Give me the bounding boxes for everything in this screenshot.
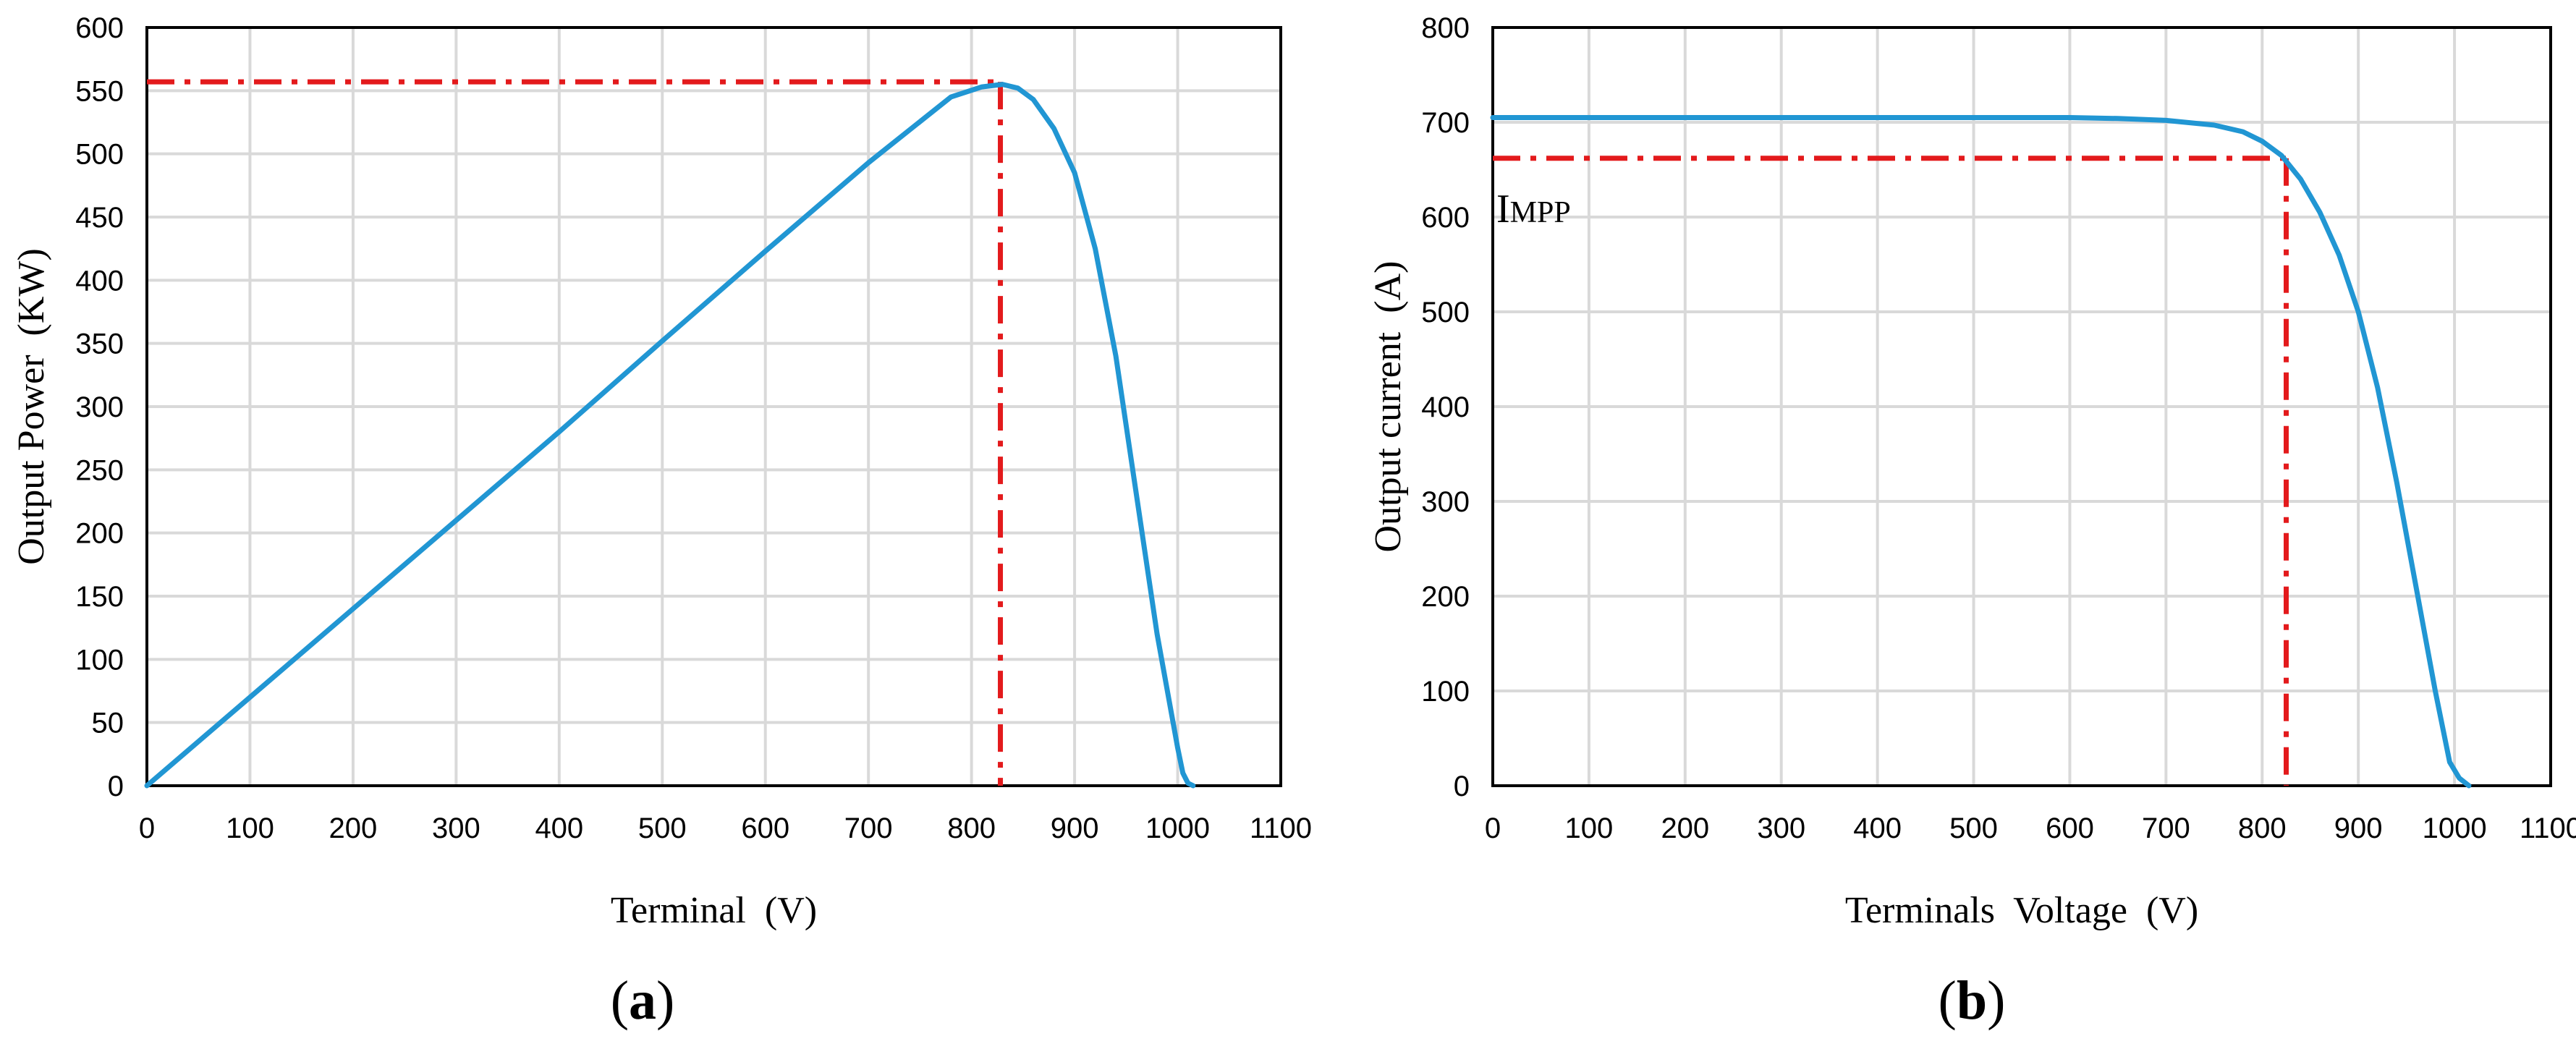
x-tick-label: 200 <box>329 812 378 844</box>
x-tick-label: 500 <box>1949 812 1998 844</box>
y-tick-label: 450 <box>75 202 124 234</box>
x-tick-label: 1100 <box>1250 812 1312 844</box>
impp-annotation: IMPP <box>1496 187 1571 232</box>
y-tick-label: 400 <box>1421 391 1470 423</box>
y-tick-label: 100 <box>75 644 124 676</box>
y-tick-label: 300 <box>1421 486 1470 518</box>
x-axis-title: Terminals Voltage (V) <box>1845 890 2198 931</box>
y-tick-label: 250 <box>75 454 124 486</box>
panel-label-letter: a <box>629 970 656 1031</box>
chart-a: 0 100 200 300 400 500 600 700 800 900 1000 1100 0 50 1… <box>11 12 1312 1031</box>
chart-b: 0 100 200 300 400 500 600 700 800 900 1000 1100 0 100… <box>1368 12 2576 1031</box>
y-axis-title: Output current (A) <box>1368 261 1409 553</box>
y-tick-label: 700 <box>1421 107 1470 139</box>
x-tick-label: 100 <box>226 812 274 844</box>
x-tick-label: 0 <box>1485 812 1501 844</box>
x-tick-label: 600 <box>741 812 789 844</box>
panel-label-open: ( <box>611 970 629 1031</box>
y-tick-label: 800 <box>1421 12 1470 44</box>
y-axis-title: Output Power (KW) <box>11 248 52 565</box>
x-tick-label: 1100 <box>2520 812 2576 844</box>
panel-label-b: (b) <box>1939 970 2006 1031</box>
y-tick-label: 600 <box>1421 202 1470 234</box>
plot-frame <box>145 26 1282 787</box>
impp-subscript: MPP <box>1510 196 1571 229</box>
x-tick-label: 600 <box>2046 812 2094 844</box>
x-tick-label: 1000 <box>2423 812 2487 844</box>
y-tick-label: 0 <box>108 771 124 802</box>
panel-label-letter: b <box>1957 970 1987 1031</box>
x-tick-label: 800 <box>2238 812 2287 844</box>
x-tick-label: 700 <box>844 812 893 844</box>
y-tick-label: 0 <box>1454 771 1470 802</box>
x-tick-label: 800 <box>947 812 996 844</box>
y-tick-label: 300 <box>75 391 124 423</box>
y-tick-label: 350 <box>75 328 124 360</box>
panel-label-close: ) <box>656 970 674 1031</box>
x-tick-label: 500 <box>638 812 687 844</box>
x-axis-title: Terminal (V) <box>611 890 817 931</box>
x-tick-label: 300 <box>432 812 480 844</box>
y-tick-label: 550 <box>75 75 124 107</box>
x-tick-label: 900 <box>2334 812 2383 844</box>
x-tick-label: 300 <box>1757 812 1805 844</box>
impp-main: I <box>1496 187 1510 232</box>
plot-frame <box>1491 26 2552 787</box>
x-tick-label: 1000 <box>1145 812 1210 844</box>
series-line-a <box>144 82 1196 789</box>
x-tick-label: 400 <box>535 812 583 844</box>
x-tick-label: 0 <box>139 812 155 844</box>
x-tick-label: 700 <box>2142 812 2190 844</box>
y-tick-label: 150 <box>75 581 124 613</box>
series-line-b <box>1490 115 2472 789</box>
y-tick-label: 400 <box>75 265 124 297</box>
panel-label-open: ( <box>1939 970 1957 1031</box>
y-tick-label: 200 <box>75 518 124 550</box>
x-tick-label: 900 <box>1051 812 1099 844</box>
y-tick-label: 50 <box>92 708 124 739</box>
panel-label-close: ) <box>1987 970 2005 1031</box>
y-tick-label: 500 <box>1421 297 1470 328</box>
x-tick-label: 100 <box>1565 812 1614 844</box>
panel-label-a: (a) <box>611 970 675 1031</box>
y-tick-label: 200 <box>1421 581 1470 613</box>
x-tick-label: 400 <box>1853 812 1902 844</box>
y-tick-label: 600 <box>75 12 124 44</box>
y-tick-label: 100 <box>1421 676 1470 708</box>
x-tick-label: 200 <box>1661 812 1709 844</box>
y-tick-label: 500 <box>75 139 124 171</box>
